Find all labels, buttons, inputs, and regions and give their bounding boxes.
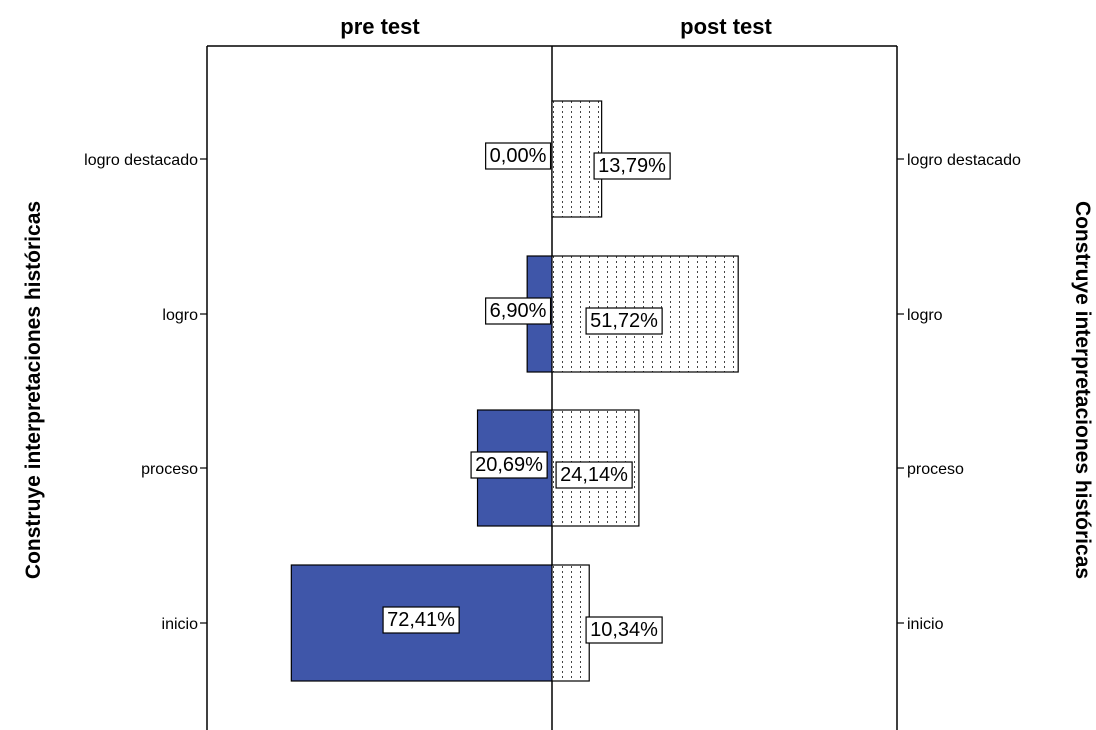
- data-label-post-test-logro-destacado-text: 13,79%: [598, 155, 666, 177]
- data-label-pre-test-logro-box: [485, 297, 552, 325]
- data-label-pre-test-logro-destacado-box: [485, 142, 552, 170]
- data-label-post-test-logro-destacado-box: [593, 152, 671, 180]
- data-label-post-test-proceso-text: 24,14%: [560, 464, 628, 486]
- data-label-pre-test-proceso-text: 20,69%: [475, 454, 543, 476]
- data-label-pre-test-inicio-box: [382, 606, 460, 634]
- data-label-post-test-logro-box: [585, 307, 663, 335]
- data-label-pre-test-proceso-box: [470, 451, 548, 479]
- data-label-post-test-inicio-box: [585, 616, 663, 644]
- y-axis-title-left: Construye interpretaciones históricas: [22, 201, 45, 579]
- data-label-pre-test-logro: 6,90%: [485, 297, 552, 325]
- tick-label-left-logro: logro: [162, 307, 198, 324]
- bar-post-test-inicio: [551, 564, 590, 682]
- data-label-post-test-proceso: 24,14%: [555, 461, 633, 489]
- data-labels: 0,00% 13,79% 6,90% 51,72% 20,69% 24,14% 72,41%…: [382, 142, 671, 644]
- tick-label-right-proceso: proceso: [907, 461, 964, 478]
- data-label-post-test-proceso-box: [555, 461, 633, 489]
- data-label-pre-test-inicio-text: 72,41%: [387, 609, 455, 631]
- category-ticks: logro destacado logro destacado logro logro…: [84, 152, 1021, 633]
- panel-title-pre-test: pre test: [340, 14, 420, 39]
- tick-label-left-proceso: proceso: [141, 461, 198, 478]
- y-axis-title-right: Construye interpretaciones históricas: [1071, 201, 1094, 579]
- data-label-pre-test-logro-text: 6,90%: [490, 300, 547, 322]
- panel-title-post-test: post test: [680, 14, 772, 39]
- data-label-pre-test-logro-destacado: 0,00%: [485, 142, 552, 170]
- data-label-post-test-logro-text: 51,72%: [590, 310, 658, 332]
- tick-label-left-logro-destacado: logro destacado: [84, 152, 198, 169]
- tick-label-right-inicio: inicio: [907, 616, 944, 633]
- data-label-post-test-inicio-text: 10,34%: [590, 619, 658, 641]
- data-label-pre-test-proceso: 20,69%: [470, 451, 548, 479]
- tick-label-right-logro: logro: [907, 307, 943, 324]
- bars: [290, 100, 739, 682]
- data-label-post-test-inicio: 10,34%: [585, 616, 663, 644]
- data-label-pre-test-logro-destacado-text: 0,00%: [490, 145, 547, 167]
- tick-label-right-logro-destacado: logro destacado: [907, 152, 1021, 169]
- data-label-pre-test-inicio: 72,41%: [382, 606, 460, 634]
- data-label-post-test-logro: 51,72%: [585, 307, 663, 335]
- data-label-post-test-logro-destacado: 13,79%: [593, 152, 671, 180]
- tick-label-left-inicio: inicio: [162, 616, 199, 633]
